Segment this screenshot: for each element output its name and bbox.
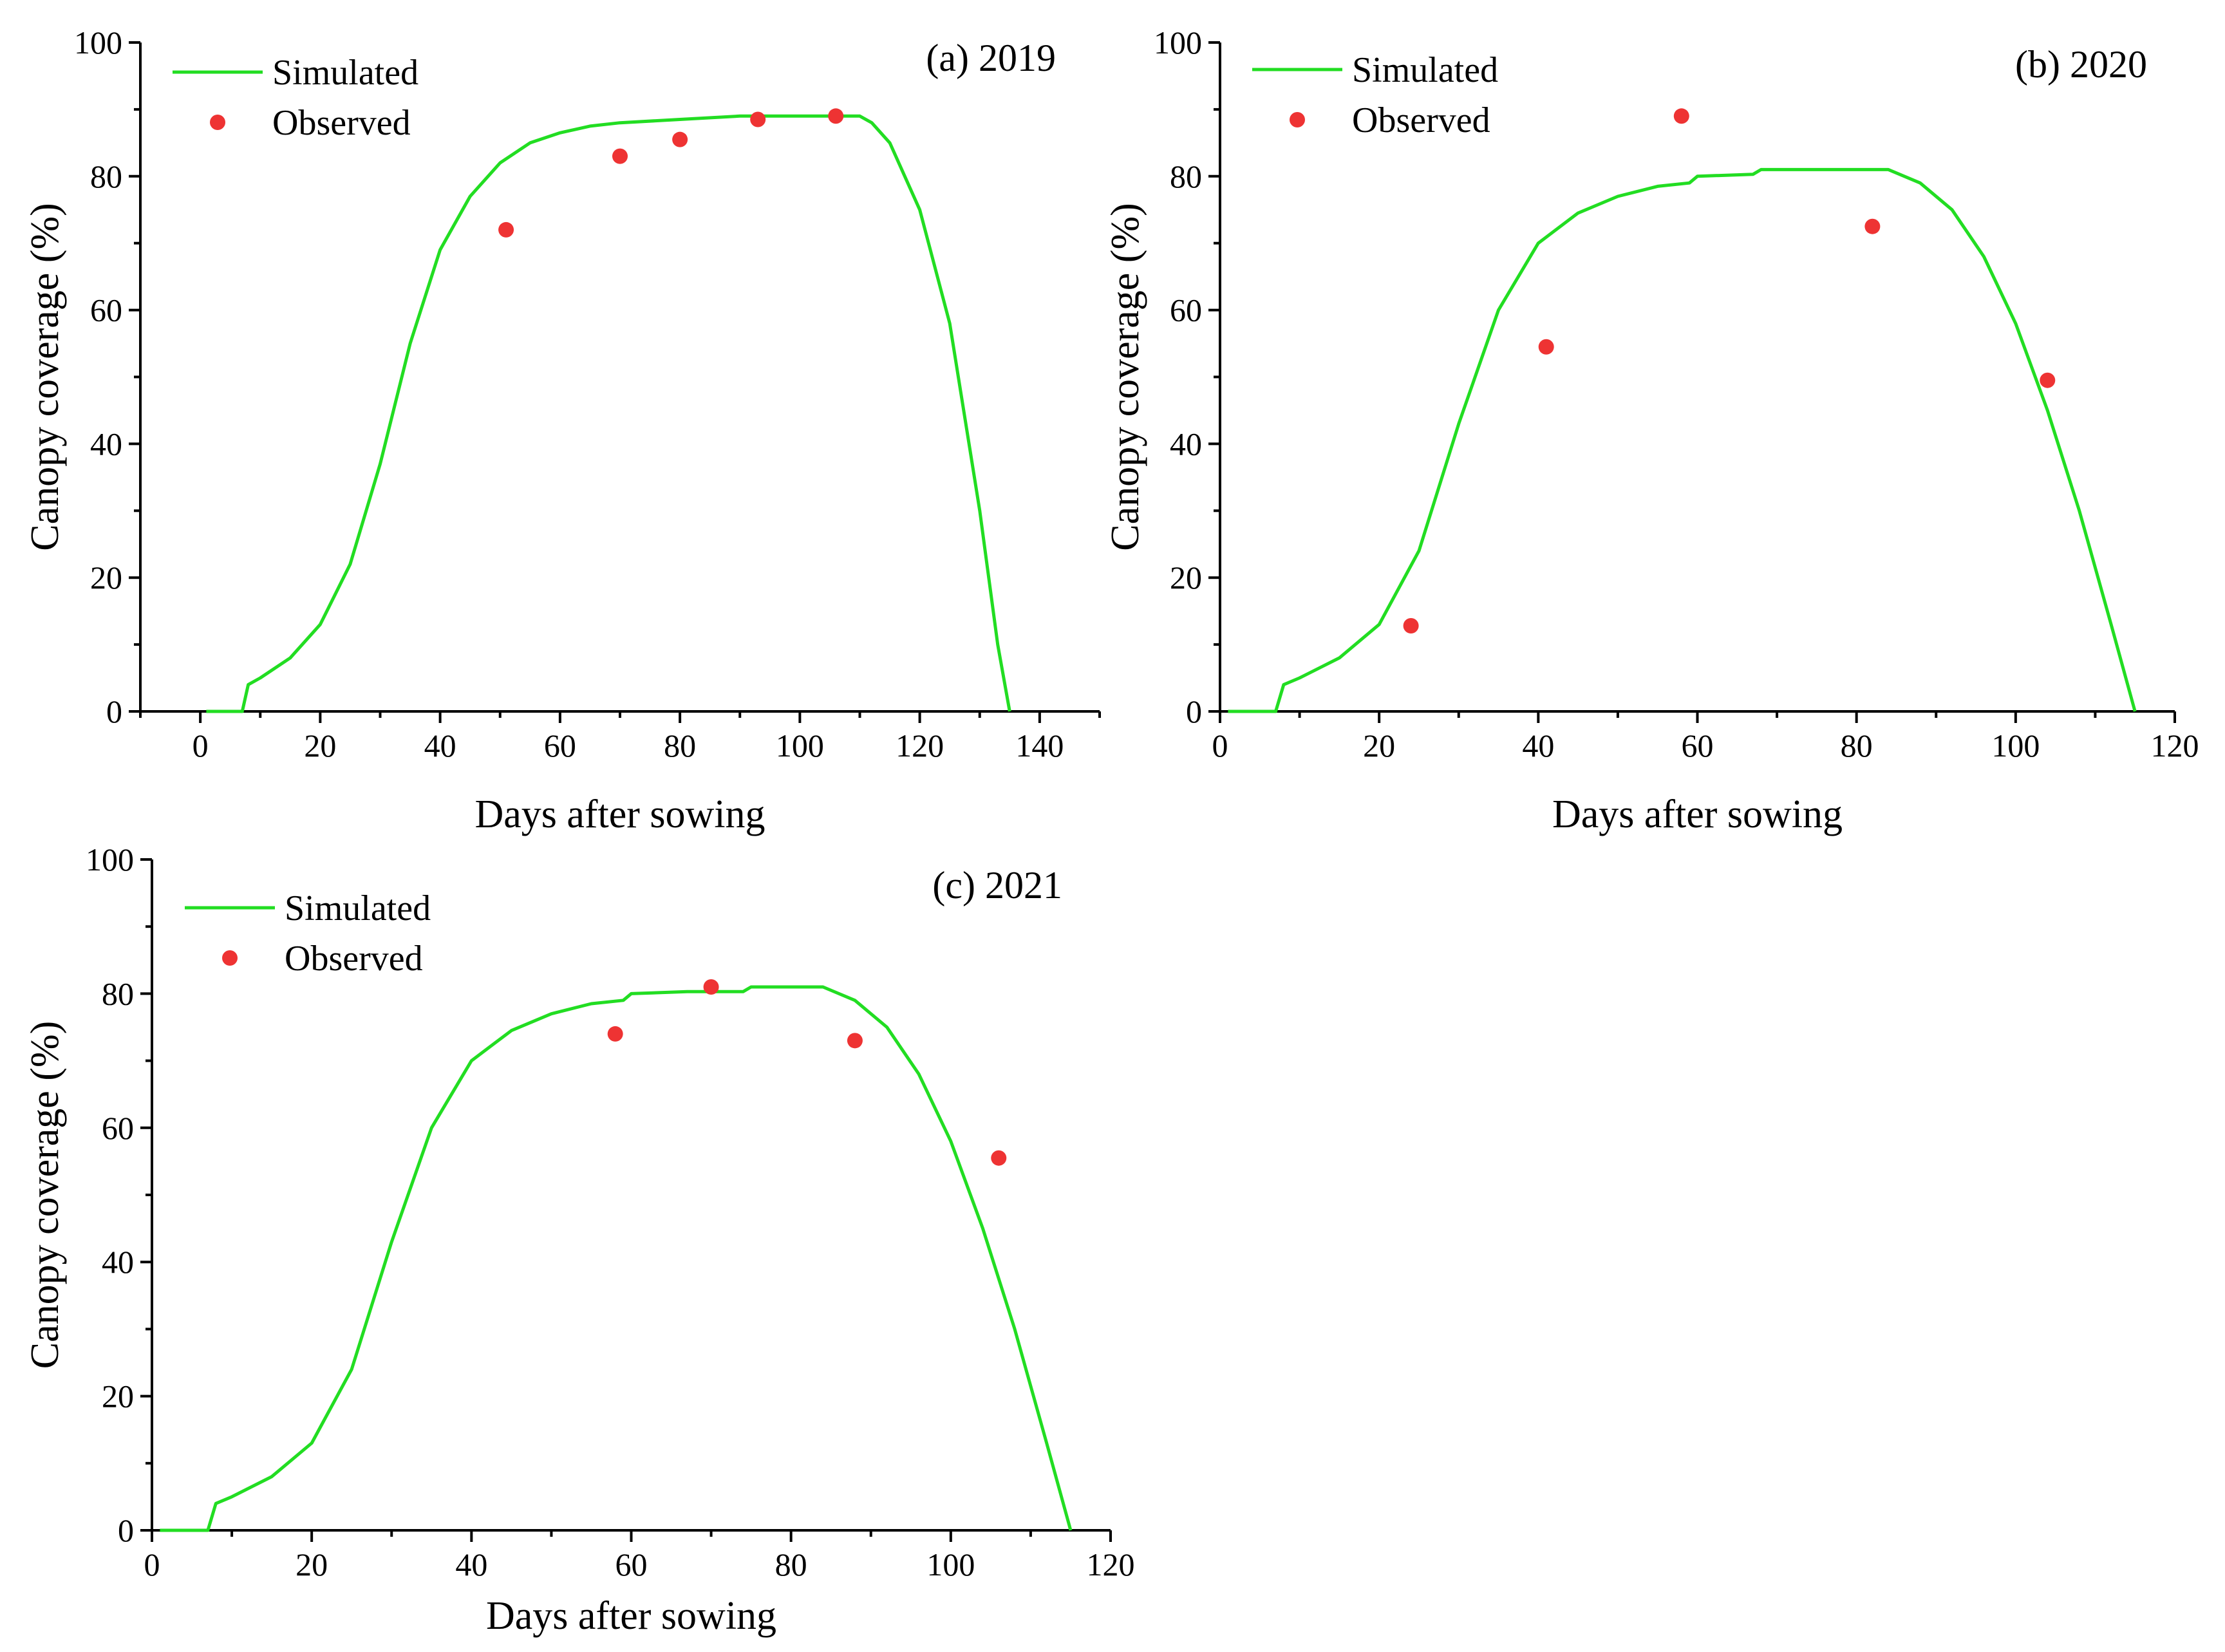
legend: Simulated Observed — [185, 888, 431, 979]
legend-observed-label: Observed — [1352, 100, 1490, 140]
x-tick-label: 40 — [455, 1546, 487, 1582]
x-tick-label: 60 — [544, 727, 576, 764]
legend-observed-label: Observed — [285, 939, 423, 979]
legend-simulated-label: Simulated — [285, 888, 431, 928]
y-tick-label: 60 — [1170, 292, 1202, 328]
y-tick-label: 0 — [118, 1512, 134, 1548]
x-tick-label: 80 — [1841, 727, 1873, 764]
observed-point — [498, 221, 514, 238]
x-axis-title: Days after sowing — [486, 1594, 776, 1638]
y-tick-label: 40 — [1170, 426, 1202, 462]
y-tick-label: 100 — [1154, 24, 1202, 61]
y-axis-title: Canopy coverage (%) — [23, 203, 67, 551]
simulated-series-line — [1228, 167, 2137, 713]
x-axis-title: Days after sowing — [474, 793, 765, 836]
y-tick-label: 20 — [102, 1378, 134, 1414]
y-tick-label: 40 — [90, 426, 122, 462]
panel-label: (c) 2021 — [932, 864, 1062, 906]
x-tick-label: 100 — [1991, 727, 2040, 764]
observed-point — [1864, 218, 1881, 234]
chart-panel-1: 0 20 40 60 80 100 120 140 0 20 40 60 80 100 Days after… — [23, 24, 1101, 836]
observed-point — [2040, 372, 2056, 388]
y-tick-label: 80 — [1170, 158, 1202, 194]
y-axis-title: Canopy coverage (%) — [23, 1021, 67, 1369]
panel-label: (b) 2020 — [2015, 43, 2147, 86]
x-tick-label: 60 — [1682, 727, 1714, 764]
x-tick-label: 40 — [424, 727, 456, 764]
y-tick-label: 60 — [102, 1110, 134, 1146]
x-tick-label: 20 — [1363, 727, 1395, 764]
simulated-series-line — [206, 114, 1011, 713]
x-axis-title: Days after sowing — [1552, 793, 1843, 836]
x-tick-label: 20 — [296, 1546, 328, 1582]
x-tick-label: 60 — [615, 1546, 648, 1582]
observed-point — [991, 1150, 1007, 1166]
legend-observed-marker — [222, 950, 238, 966]
chart-panel-2: 0 20 40 60 80 100 120 0 20 40 60 80 100 Days after so… — [1103, 24, 2199, 836]
y-tick-label: 0 — [1186, 693, 1202, 729]
y-tick-label: 40 — [102, 1244, 134, 1280]
observed-point — [1538, 339, 1554, 355]
y-tick-label: 100 — [74, 24, 122, 61]
legend: Simulated Observed — [173, 53, 418, 143]
y-tick-label: 20 — [1170, 559, 1202, 596]
observed-point — [828, 108, 844, 124]
x-tick-label: 0 — [1212, 727, 1228, 764]
observed-point — [847, 1033, 863, 1049]
legend-simulated-label: Simulated — [1352, 50, 1498, 90]
legend-observed-marker — [1290, 112, 1305, 127]
panel-label: (a) 2019 — [926, 37, 1056, 79]
observed-point — [1403, 618, 1419, 634]
y-axis-title: Canopy coverage (%) — [1103, 203, 1147, 551]
y-tick-label: 100 — [86, 841, 134, 878]
y-tick-label: 80 — [90, 158, 122, 194]
x-tick-label: 100 — [776, 727, 824, 764]
x-tick-label: 0 — [144, 1546, 160, 1582]
x-tick-label: 120 — [2151, 727, 2199, 764]
x-tick-label: 100 — [926, 1546, 975, 1582]
x-tick-label: 0 — [192, 727, 209, 764]
observed-point — [672, 131, 688, 147]
legend: Simulated Observed — [1252, 50, 1498, 140]
x-tick-label: 40 — [1522, 727, 1554, 764]
simulated-series-line — [160, 985, 1073, 1532]
x-tick-label: 80 — [775, 1546, 807, 1582]
legend-simulated-label: Simulated — [272, 53, 418, 93]
observed-point — [612, 148, 628, 164]
y-tick-label: 60 — [90, 292, 122, 328]
legend-observed-label: Observed — [272, 103, 411, 143]
x-tick-label: 120 — [1087, 1546, 1135, 1582]
observed-point — [750, 111, 766, 127]
y-tick-label: 20 — [90, 559, 122, 596]
y-tick-label: 80 — [102, 975, 134, 1011]
observed-point — [703, 979, 719, 995]
x-tick-label: 20 — [304, 727, 336, 764]
x-tick-label: 140 — [1015, 727, 1064, 764]
chart-panel-3: 0 20 40 60 80 100 120 0 20 40 60 80 100 Days after so… — [23, 841, 1135, 1638]
x-tick-label: 80 — [664, 727, 696, 764]
x-tick-label: 120 — [896, 727, 944, 764]
observed-point — [1673, 108, 1689, 124]
observed-point — [607, 1026, 623, 1042]
legend-observed-marker — [210, 115, 225, 130]
y-tick-label: 0 — [106, 693, 122, 729]
